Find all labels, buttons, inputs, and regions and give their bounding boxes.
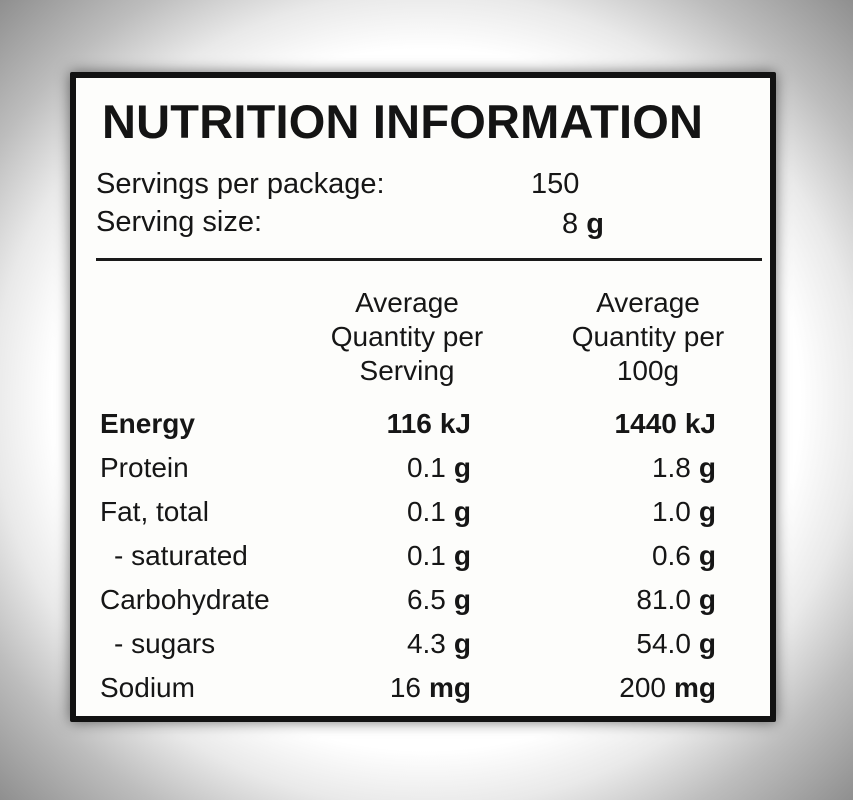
value-per-serving: 0.1 g xyxy=(407,452,471,484)
value-per-serving-unit: mg xyxy=(429,672,471,703)
column-header-line: Quantity per xyxy=(571,321,725,352)
value-per-serving: 116 kJ xyxy=(387,408,471,440)
value-per-serving-unit: g xyxy=(453,584,471,615)
servings-label: Servings per package: xyxy=(96,168,385,200)
value-per-serving-unit: g xyxy=(453,540,471,571)
value-per-100g: 81.0 g xyxy=(636,584,716,616)
value-per-serving: 6.5 g xyxy=(407,584,471,616)
serving-size-number: 8 xyxy=(562,208,579,240)
column-header-line: Serving xyxy=(359,355,455,386)
value-per-100g-unit: g xyxy=(698,540,716,571)
value-per-100g-unit: g xyxy=(698,452,716,483)
value-per-serving-number: 116 xyxy=(386,408,432,439)
servings-value: 150 xyxy=(531,168,580,200)
value-per-serving: 0.1 g xyxy=(407,540,471,572)
value-per-100g-number: 200 xyxy=(619,672,666,703)
nutrient-label: Carbohydrate xyxy=(100,584,270,615)
value-per-100g-number: 1.8 xyxy=(651,452,691,483)
serving-size-label: Serving size: xyxy=(96,206,263,238)
value-per-100g-number: 81.0 xyxy=(636,584,691,615)
nutrient-label: - sugars xyxy=(114,628,216,659)
panel-title: NUTRITION INFORMATION xyxy=(102,95,704,148)
value-per-100g-unit: g xyxy=(698,628,716,659)
value-per-100g: 0.6 g xyxy=(652,540,716,572)
value-per-100g: 1.8 g xyxy=(652,452,716,484)
value-per-100g-number: 0.6 xyxy=(651,540,691,571)
value-per-serving-number: 0.1 xyxy=(406,496,446,527)
value-per-serving-number: 4.3 xyxy=(406,628,446,659)
value-per-serving: 0.1 g xyxy=(407,496,471,528)
value-per-serving-number: 6.5 xyxy=(406,584,446,615)
value-per-100g: 1.0 g xyxy=(652,496,716,528)
nutrient-label: Protein xyxy=(100,452,189,483)
value-per-serving-unit: g xyxy=(453,628,471,659)
column-header-line: Average xyxy=(355,287,459,318)
value-per-100g-unit: kJ xyxy=(684,408,716,439)
value-per-serving-unit: g xyxy=(453,496,471,527)
value-per-100g-unit: g xyxy=(698,584,716,615)
nutrient-label: Sodium xyxy=(100,672,195,703)
serving-size-value: 8 g xyxy=(562,208,604,241)
nutrient-label: Energy xyxy=(100,408,195,439)
value-per-serving: 4.3 g xyxy=(407,628,471,660)
value-per-serving-number: 0.1 xyxy=(406,452,446,483)
value-per-100g: 1440 kJ xyxy=(615,408,716,440)
value-per-serving: 16 mg xyxy=(390,672,471,704)
value-per-serving-number: 0.1 xyxy=(406,540,446,571)
nutrient-label: - saturated xyxy=(114,540,248,571)
serving-size-unit: g xyxy=(586,208,604,240)
value-per-100g: 54.0 g xyxy=(636,628,716,660)
value-per-serving-unit: g xyxy=(453,452,471,483)
value-per-100g-number: 1.0 xyxy=(651,496,691,527)
value-per-100g-unit: mg xyxy=(674,672,716,703)
value-per-100g-number: 1440 xyxy=(614,408,677,439)
value-per-100g: 200 mg xyxy=(619,672,716,704)
column-header-line: Average xyxy=(596,287,700,318)
value-per-100g-unit: g xyxy=(698,496,716,527)
nutrition-panel: NUTRITION INFORMATION Servings per packa… xyxy=(70,72,776,722)
value-per-serving-number: 16 xyxy=(389,672,421,703)
value-per-100g-number: 54.0 xyxy=(636,628,691,659)
column-header-per-serving: Average Quantity per Serving xyxy=(302,286,512,388)
value-per-serving-unit: kJ xyxy=(439,408,471,439)
nutrient-label: Fat, total xyxy=(100,496,209,527)
header-divider xyxy=(96,258,762,261)
column-header-per-100g: Average Quantity per 100g xyxy=(543,286,753,388)
column-header-line: 100g xyxy=(616,355,680,386)
column-header-line: Quantity per xyxy=(330,321,484,352)
